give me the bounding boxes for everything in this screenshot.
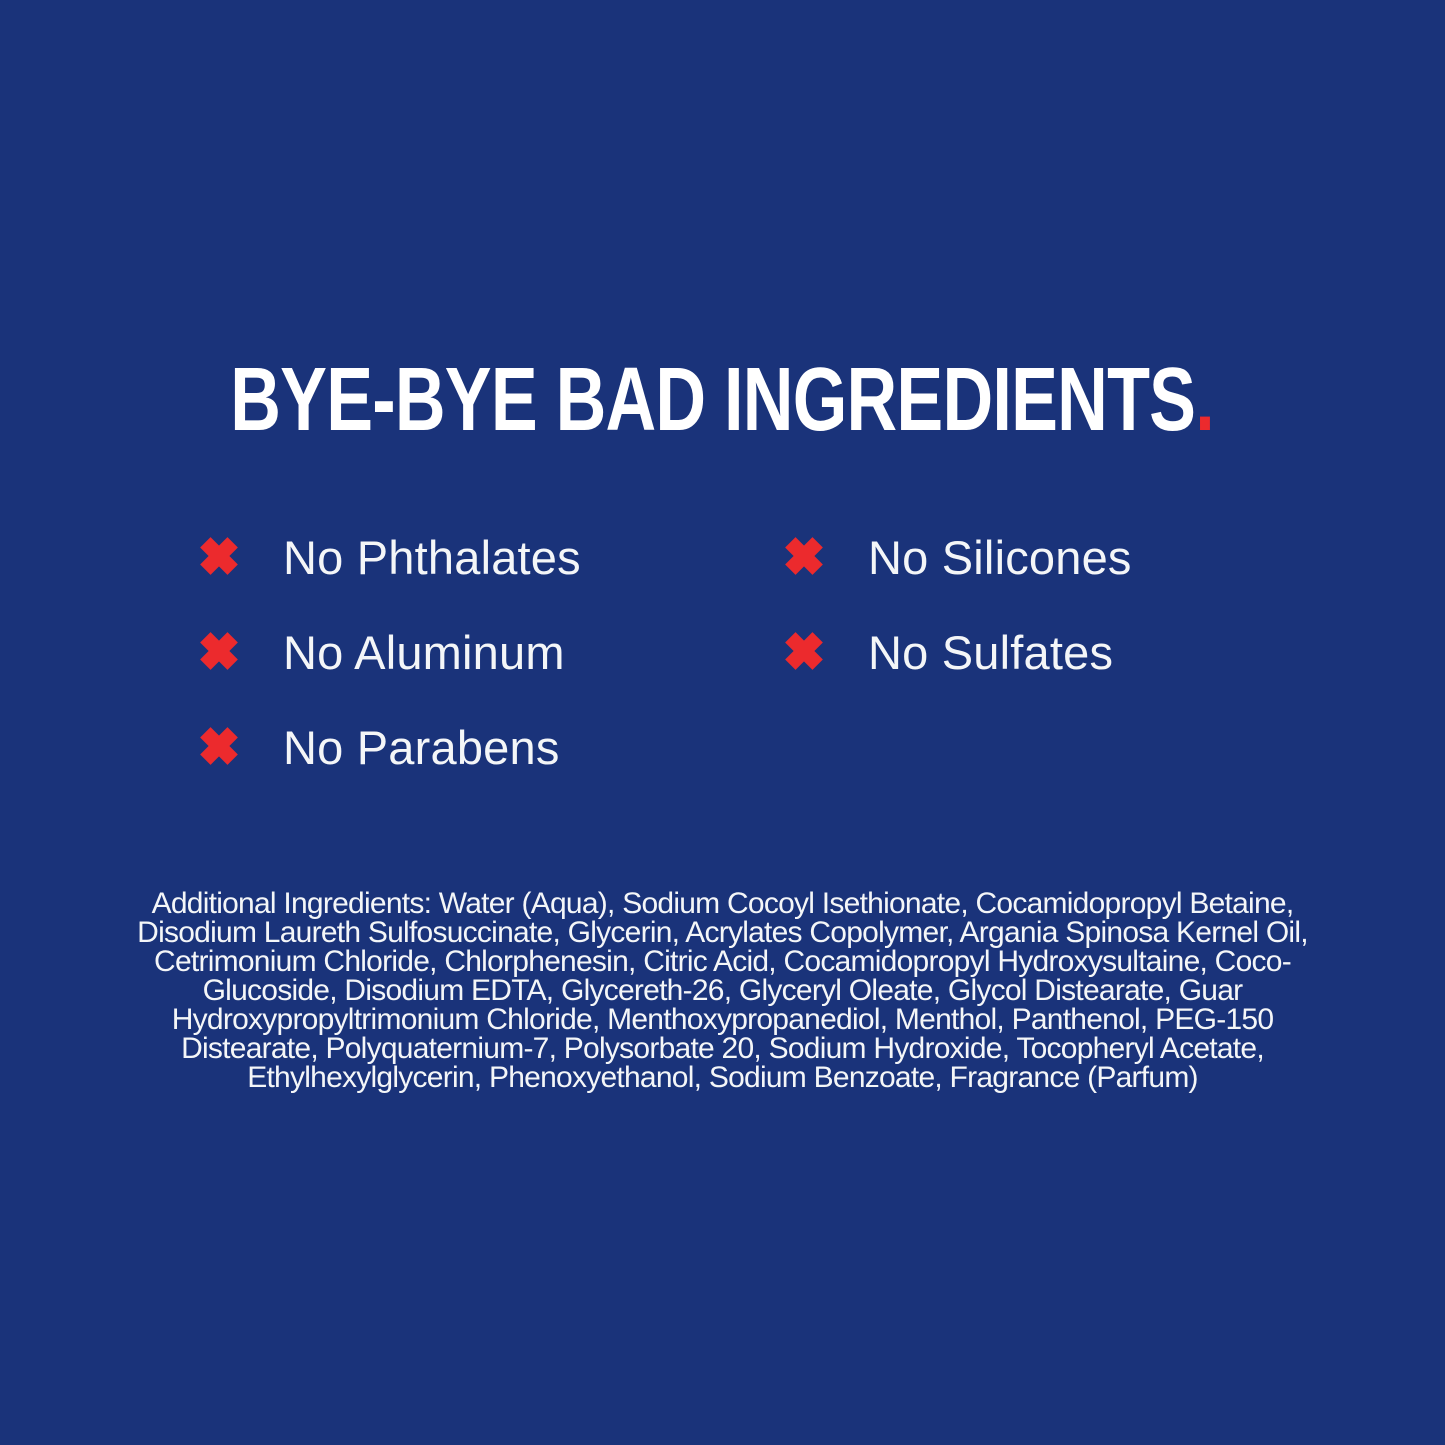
claim-label: No Parabens (283, 721, 560, 774)
claim-label: No Silicones (868, 531, 1132, 584)
claims-column-left: No Phthalates No Aluminum No Parabens (198, 508, 581, 793)
claim-label: No Sulfates (868, 626, 1114, 679)
claim-item: No Sulfates (783, 603, 1132, 698)
claim-label: No Aluminum (283, 626, 565, 679)
x-icon (785, 536, 823, 575)
claim-item: No Silicones (783, 508, 1132, 603)
headline: BYE-BYE BAD INGREDIENTS. (159, 353, 1286, 447)
claim-label: No Phthalates (283, 531, 581, 584)
claims-column-right: No Silicones No Sulfates (783, 508, 1132, 698)
claim-item: No Parabens (198, 698, 581, 793)
x-icon (785, 631, 823, 670)
x-icon (200, 726, 238, 765)
claim-item: No Phthalates (198, 508, 581, 603)
x-icon (200, 631, 238, 670)
headline-text: BYE-BYE BAD INGREDIENTS (230, 350, 1196, 450)
headline-period: . (1195, 350, 1215, 450)
ingredients-paragraph: Additional Ingredients: Water (Aqua), So… (137, 887, 1308, 1094)
x-icon (200, 536, 238, 575)
claim-item: No Aluminum (198, 603, 581, 698)
